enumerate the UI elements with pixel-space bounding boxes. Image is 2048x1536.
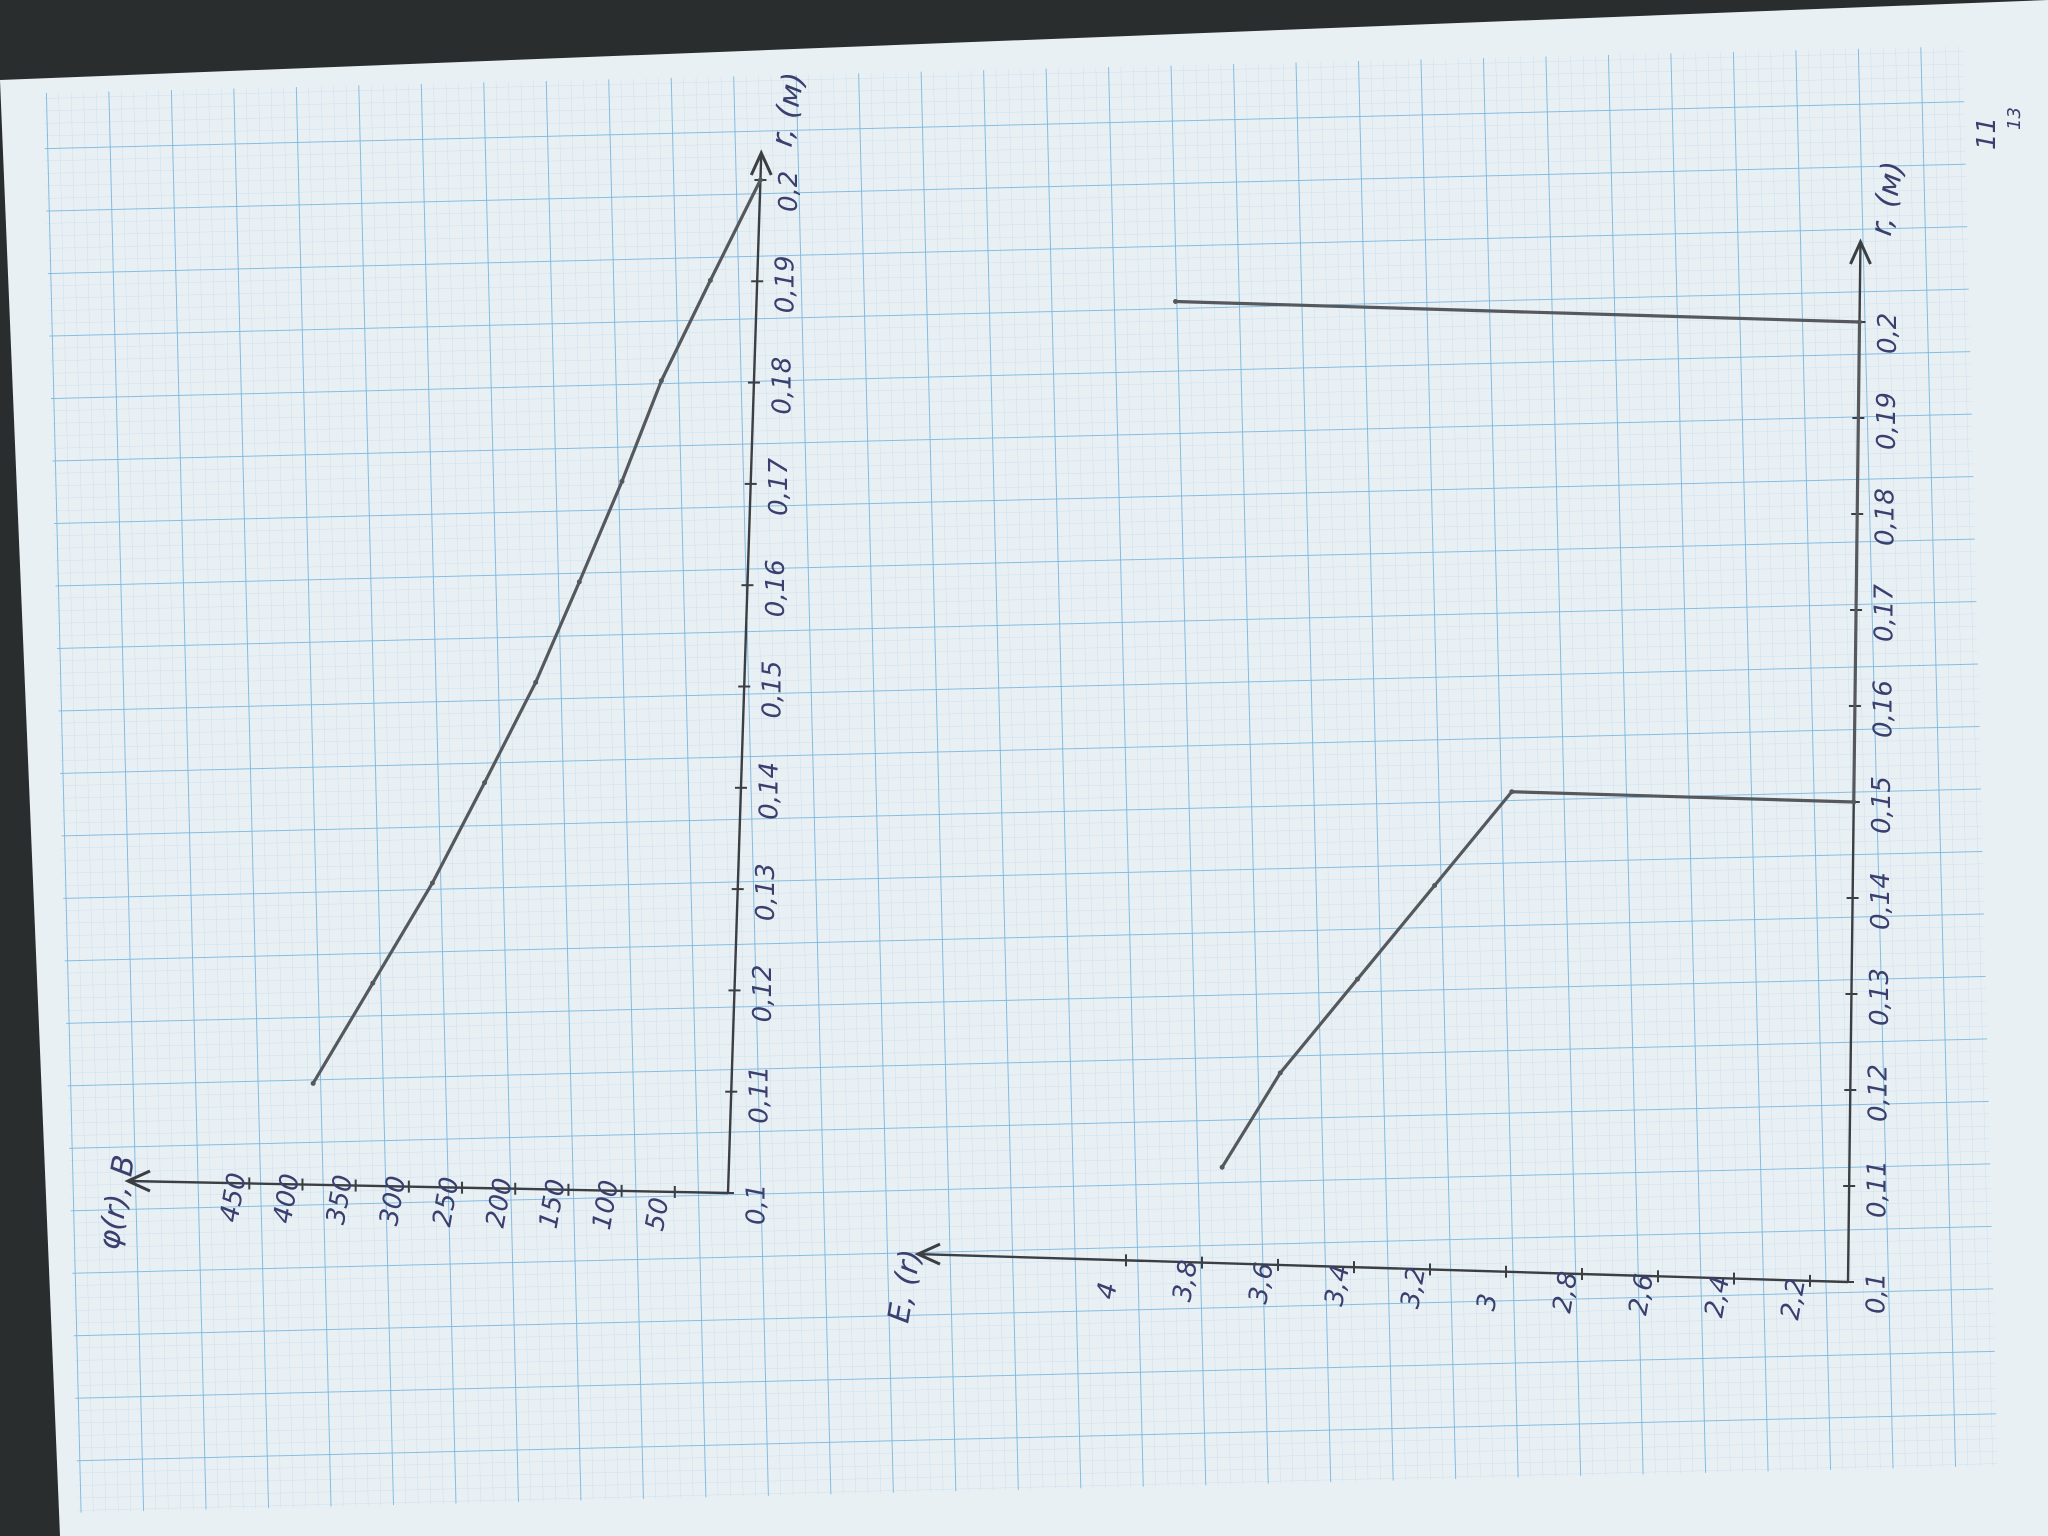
data-point <box>576 579 582 585</box>
y-axis-line <box>127 1179 729 1195</box>
data-line <box>311 179 762 1085</box>
x-tick-label: 0,19 <box>771 255 801 313</box>
y-tick-label: 2,2 <box>1775 1276 1812 1322</box>
x-tick-label: 0,17 <box>764 458 794 516</box>
data-point <box>1851 799 1857 805</box>
y-tick-label: 2,6 <box>1623 1272 1660 1318</box>
x-tick-label: 0,15 <box>758 661 788 719</box>
y-tick-label: 3,2 <box>1395 1265 1432 1311</box>
x-tick-label: 0,18 <box>1871 488 1901 546</box>
data-point <box>370 980 376 986</box>
x-tick-label: 0,14 <box>754 762 784 820</box>
x-tick-label: 0,11 <box>745 1066 775 1124</box>
x-axis-arrow <box>1849 238 1872 265</box>
data-point <box>1219 1164 1225 1170</box>
y-axis-arrow <box>914 1242 941 1266</box>
x-tick-label: 0,11 <box>1863 1160 1893 1218</box>
data-point <box>1354 976 1360 982</box>
y-tick-label: 3,6 <box>1243 1260 1280 1306</box>
y-tick-label: 50 <box>640 1195 675 1233</box>
y-tick-label: 3,4 <box>1319 1262 1356 1308</box>
data-point <box>1432 882 1438 888</box>
y-axis-arrow <box>124 1169 151 1193</box>
x-tick-label: 0,15 <box>1867 776 1897 834</box>
x-tick-label: 0,2 <box>1873 313 1903 354</box>
data-point <box>1857 319 1863 325</box>
page-number: 11 <box>1972 117 2002 150</box>
x-tick-label: 0,17 <box>1869 584 1899 642</box>
data-point <box>310 1080 316 1086</box>
x-axis-line <box>726 152 763 1194</box>
data-point <box>707 277 713 283</box>
x-tick-label: 0,13 <box>751 863 781 921</box>
chart-field-strength: 0,1 0,11 0,12 0,13 0,14 0,15 0,16 0,17 0,18 0,19 0… <box>881 159 1911 1326</box>
x-tick-label: 0,13 <box>1865 968 1895 1026</box>
data-line <box>1175 299 1862 1169</box>
x-tick-label: 0,1 <box>741 1184 771 1225</box>
y-tick-label: 3,8 <box>1167 1258 1204 1304</box>
data-point <box>1277 1070 1283 1076</box>
y-tick-label: 4 <box>1091 1280 1123 1302</box>
x-tick-label: 0,12 <box>748 965 778 1023</box>
x-tick-label: 0,12 <box>1864 1064 1894 1122</box>
grid-area <box>43 46 1998 1513</box>
y-tick-label: 3 <box>1471 1291 1503 1313</box>
x-axis-arrow <box>749 149 773 176</box>
x-tick-label: 0,19 <box>1872 392 1902 450</box>
data-point <box>533 679 539 685</box>
x-tick-label: 0,16 <box>761 559 791 617</box>
y-tick-label: 2,4 <box>1699 1274 1736 1320</box>
corner-mark: 13 <box>2004 107 2025 130</box>
x-tick-label: 0,1 <box>1861 1273 1891 1314</box>
y-axis-line <box>917 1252 1849 1284</box>
y-tick-label: 2,8 <box>1547 1269 1584 1315</box>
x-tick-label: 0,18 <box>767 357 797 415</box>
data-point <box>658 378 664 384</box>
data-point <box>429 880 435 886</box>
x-tick-label: 0,2 <box>774 171 804 212</box>
data-point <box>482 780 488 786</box>
data-point <box>1509 789 1515 795</box>
x-tick-label: 0,16 <box>1868 680 1898 738</box>
data-point <box>757 177 763 183</box>
data-point <box>619 478 625 484</box>
data-point <box>1173 298 1179 304</box>
x-tick-label: 0,14 <box>1866 872 1896 930</box>
